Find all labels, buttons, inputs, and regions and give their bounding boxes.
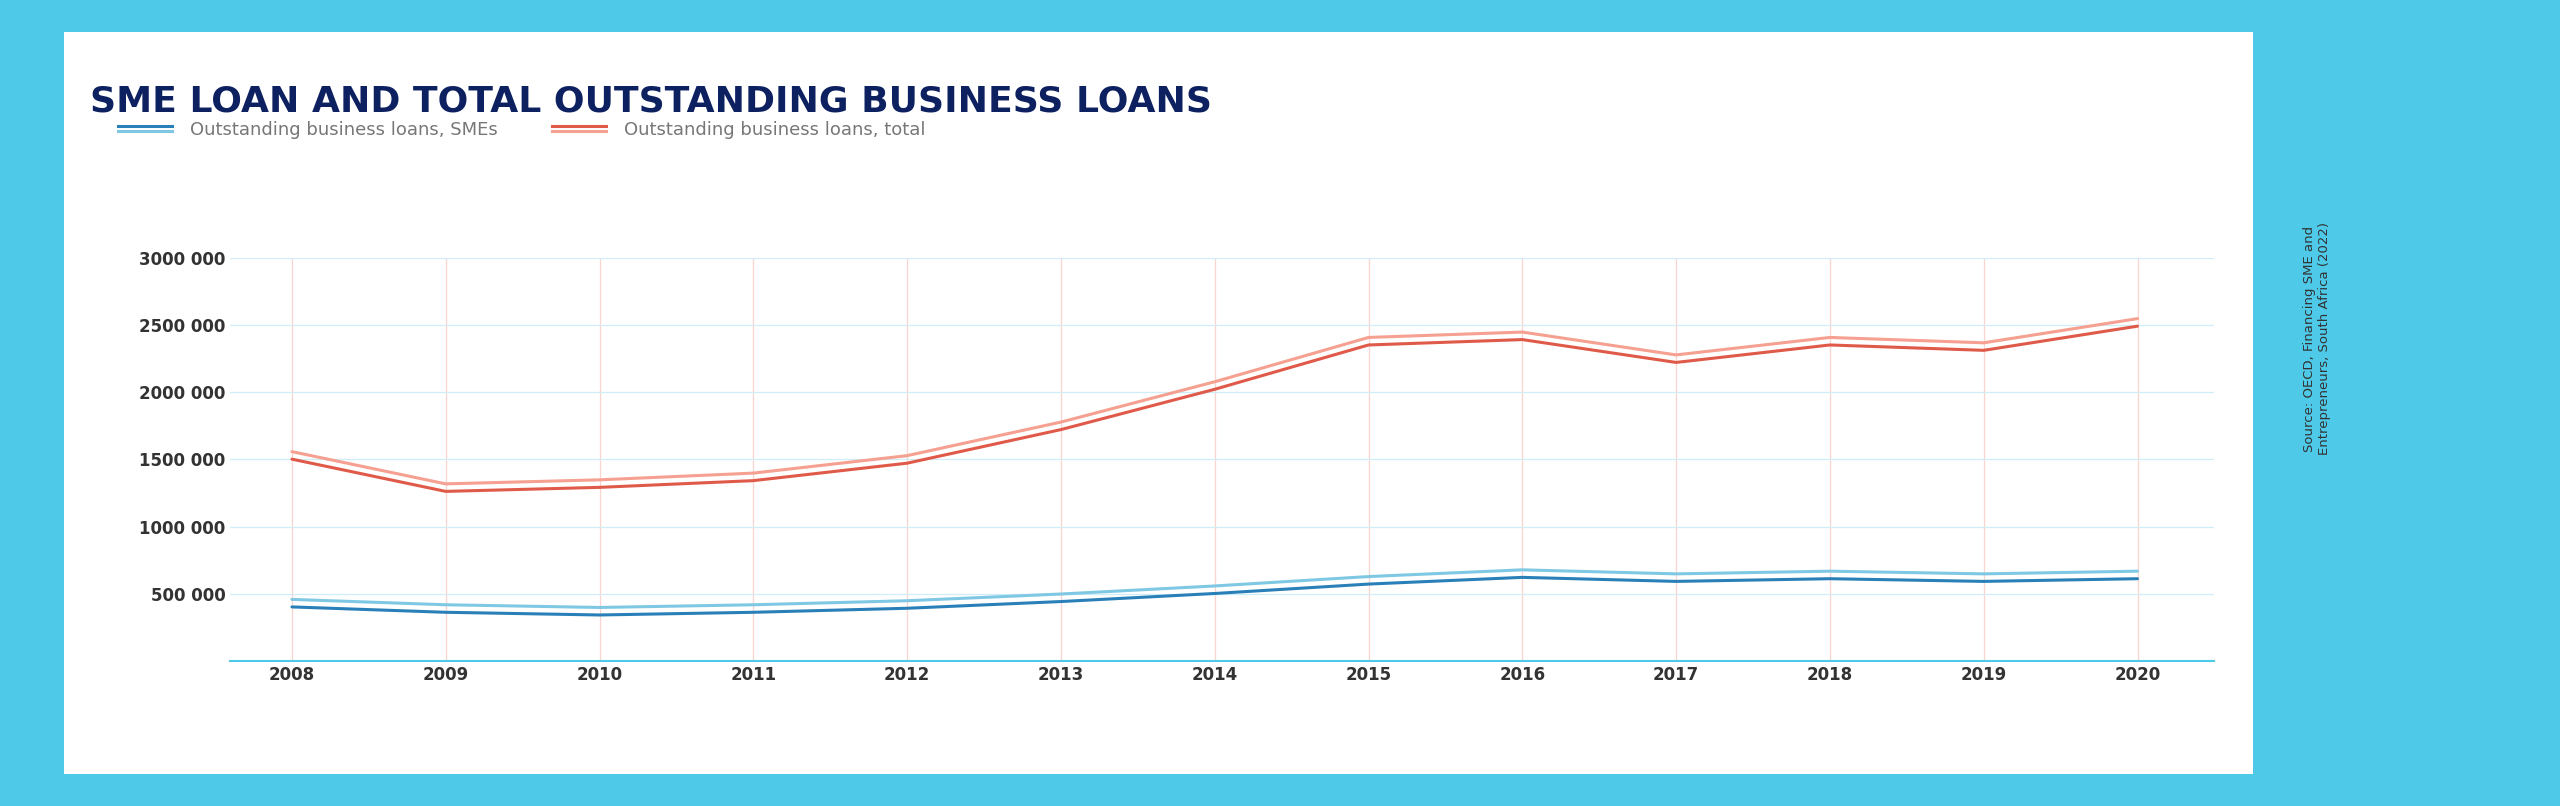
Text: SME LOAN AND TOTAL OUTSTANDING BUSINESS LOANS: SME LOAN AND TOTAL OUTSTANDING BUSINESS … (90, 85, 1211, 118)
Legend: Outstanding business loans, SMEs, Outstanding business loans, total: Outstanding business loans, SMEs, Outsta… (110, 114, 932, 146)
Text: Source: OECD, Financing SME and
Entrepreneurs, South Africa (2022): Source: OECD, Financing SME and Entrepre… (2304, 222, 2330, 455)
